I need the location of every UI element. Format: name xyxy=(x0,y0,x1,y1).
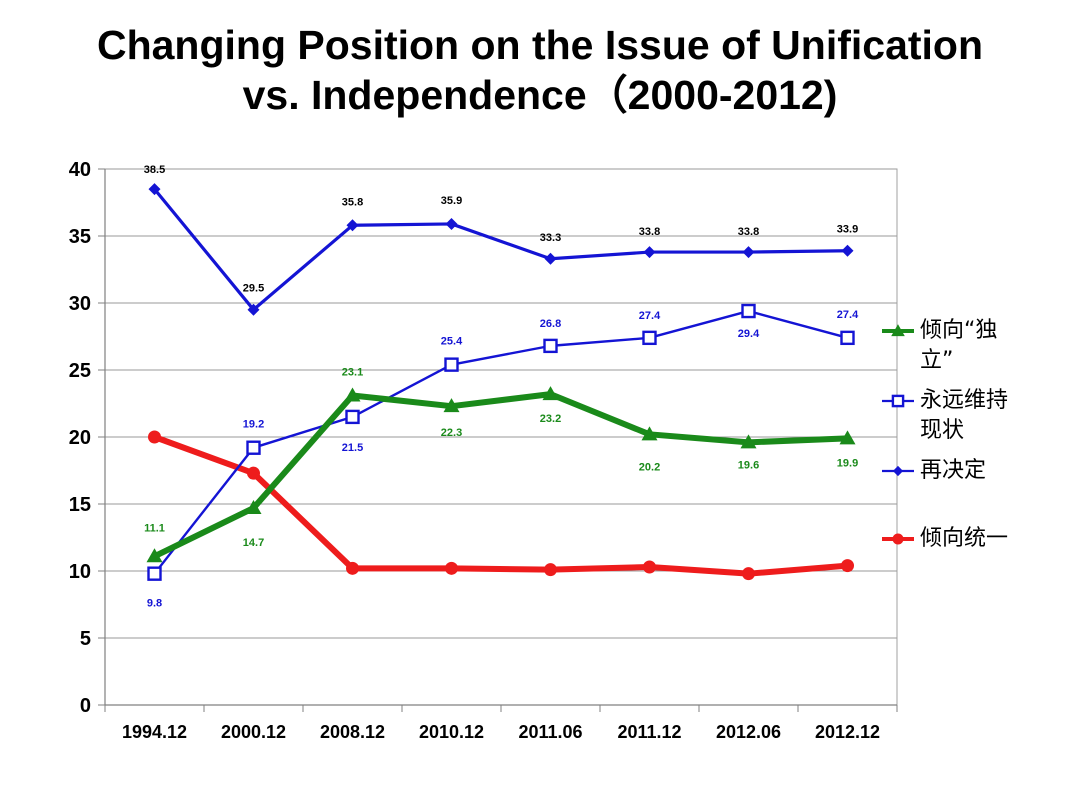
data-label-status-quo-forever-4: 26.8 xyxy=(540,318,561,330)
data-point-decide-later-6 xyxy=(742,246,755,259)
data-label-status-quo-forever-6: 29.4 xyxy=(738,328,760,340)
y-tick-label-15: 15 xyxy=(69,494,91,516)
legend-item-decide-later: 再决定 xyxy=(880,456,1070,486)
y-tick-label-40: 40 xyxy=(69,159,91,181)
legend-item-status-quo-forever: 永远维持 现状 xyxy=(880,386,1070,446)
data-label-status-quo-forever-1: 19.2 xyxy=(243,419,264,431)
x-tick-label-2000.12: 2000.12 xyxy=(221,722,286,742)
x-tick-label-2011.12: 2011.12 xyxy=(617,722,681,742)
y-tick-label-0: 0 xyxy=(80,695,91,717)
x-tick-label-2012.12: 2012.12 xyxy=(815,722,880,742)
data-point-decide-later-2 xyxy=(346,219,359,232)
data-label-independence-3: 22.3 xyxy=(441,427,462,439)
legend-label-unification: 倾向统一 xyxy=(920,526,1009,551)
data-label-decide-later-6: 33.8 xyxy=(738,226,759,238)
chart-title-line-2: vs. Independence（2000-2012) xyxy=(242,72,838,118)
data-point-status-quo-forever-3 xyxy=(444,357,459,372)
data-point-independence-7 xyxy=(839,430,856,445)
y-tick-label-30: 30 xyxy=(69,293,91,315)
series-line-independence xyxy=(151,391,851,560)
x-tick-label-2008.12: 2008.12 xyxy=(320,722,385,742)
data-point-status-quo-forever-2 xyxy=(345,409,360,425)
y-tick-label-5: 5 xyxy=(80,628,91,650)
data-label-independence-7: 19.9 xyxy=(837,457,858,469)
y-tick-label-25: 25 xyxy=(69,360,91,382)
legend-item-unification: 倾向统一 xyxy=(880,524,1070,554)
data-point-unification-6 xyxy=(742,567,755,581)
legend-swatch-status-quo-forever xyxy=(882,394,914,408)
chart-title-line-1: Changing Position on the Issue of Unific… xyxy=(96,22,984,68)
data-point-unification-1 xyxy=(247,466,260,480)
legend-label-status-quo-forever: 永远维持 现状 xyxy=(920,388,1009,443)
legend-swatch-unification xyxy=(882,533,914,545)
legend-marker-decide-later xyxy=(892,465,904,477)
data-label-independence-6: 19.6 xyxy=(738,459,759,471)
data-point-decide-later-0 xyxy=(148,183,161,196)
data-label-independence-5: 20.2 xyxy=(639,461,660,473)
x-tick-label-2010.12: 2010.12 xyxy=(419,722,484,742)
legend-marker-unification xyxy=(892,533,904,545)
data-point-decide-later-1 xyxy=(247,303,260,316)
data-point-unification-0 xyxy=(148,430,161,444)
legend-swatch-decide-later xyxy=(882,465,914,477)
legend-swatch-independence xyxy=(882,324,914,337)
series-line-status-quo-forever xyxy=(153,309,849,575)
data-label-status-quo-forever-0: 9.8 xyxy=(147,598,162,610)
data-point-status-quo-forever-6 xyxy=(741,303,756,319)
data-label-status-quo-forever-5: 27.4 xyxy=(639,310,661,322)
data-label-decide-later-3: 35.9 xyxy=(441,195,462,207)
data-point-independence-5 xyxy=(641,426,658,441)
data-point-independence-4 xyxy=(542,386,559,401)
data-point-independence-0 xyxy=(146,548,163,563)
data-point-independence-2 xyxy=(344,387,361,402)
data-point-decide-later-4 xyxy=(544,252,557,265)
y-tick-label-20: 20 xyxy=(69,427,91,449)
data-label-decide-later-5: 33.8 xyxy=(639,226,660,238)
legend-label-decide-later: 再决定 xyxy=(920,458,987,483)
y-tick-label-10: 10 xyxy=(69,561,91,583)
data-point-decide-later-5 xyxy=(643,246,656,259)
chart-title: Changing Position on the Issue of Unific… xyxy=(0,20,1080,120)
data-point-status-quo-forever-1 xyxy=(246,440,261,455)
data-point-status-quo-forever-4 xyxy=(543,338,558,354)
legend-item-independence: 倾向“独 立” xyxy=(880,316,1070,376)
data-point-status-quo-forever-5 xyxy=(642,330,657,346)
data-label-decide-later-0: 38.5 xyxy=(144,164,165,176)
data-label-independence-0: 11.1 xyxy=(144,522,165,534)
series-line-decide-later xyxy=(152,187,850,312)
data-point-independence-1 xyxy=(245,500,262,515)
data-point-status-quo-forever-0 xyxy=(147,566,162,581)
data-point-independence-6 xyxy=(740,434,757,449)
x-tick-label-2011.06: 2011.06 xyxy=(518,722,582,742)
x-tick-label-1994.12: 1994.12 xyxy=(122,722,187,742)
data-point-independence-3 xyxy=(443,398,460,413)
data-point-unification-7 xyxy=(841,559,854,573)
legend-label-independence: 倾向“独 立” xyxy=(920,318,998,373)
data-label-status-quo-forever-2: 21.5 xyxy=(342,442,363,454)
data-label-decide-later-4: 33.3 xyxy=(540,232,561,244)
x-tick-label-2012.06: 2012.06 xyxy=(716,722,781,742)
data-label-independence-2: 23.1 xyxy=(342,366,363,378)
data-point-unification-3 xyxy=(445,561,458,575)
data-label-decide-later-7: 33.9 xyxy=(837,224,858,236)
data-label-status-quo-forever-3: 25.4 xyxy=(441,336,463,348)
data-label-decide-later-1: 29.5 xyxy=(243,283,264,295)
data-label-status-quo-forever-7: 27.4 xyxy=(837,309,859,321)
data-point-unification-4 xyxy=(544,563,557,577)
data-point-status-quo-forever-7 xyxy=(840,330,855,346)
data-point-decide-later-7 xyxy=(841,244,854,257)
data-label-decide-later-2: 35.8 xyxy=(342,196,363,208)
data-label-independence-1: 14.7 xyxy=(243,537,264,549)
data-point-unification-2 xyxy=(346,561,359,575)
data-point-unification-5 xyxy=(643,560,656,574)
y-tick-label-35: 35 xyxy=(69,226,91,248)
legend-marker-status-quo-forever xyxy=(891,394,905,408)
data-label-independence-4: 23.2 xyxy=(540,413,561,425)
legend-marker-independence xyxy=(891,324,905,337)
data-point-decide-later-3 xyxy=(445,217,458,230)
